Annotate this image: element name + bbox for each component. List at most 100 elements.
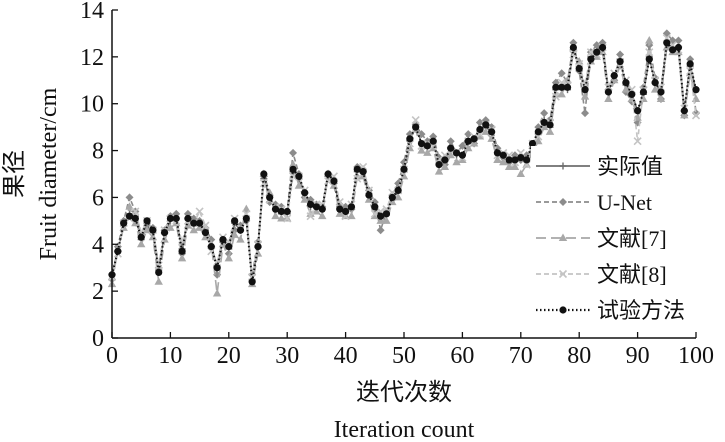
data-point bbox=[435, 161, 443, 169]
data-point bbox=[669, 46, 677, 54]
data-point bbox=[458, 151, 466, 159]
data-point bbox=[592, 52, 601, 60]
x-tick-label: 100 bbox=[678, 343, 714, 369]
data-point bbox=[575, 64, 583, 73]
data-point bbox=[301, 189, 309, 197]
data-point bbox=[394, 186, 402, 194]
data-point bbox=[324, 170, 332, 178]
data-point bbox=[482, 121, 490, 129]
data-point bbox=[534, 128, 542, 136]
data-point bbox=[236, 235, 245, 243]
data-point bbox=[680, 107, 688, 115]
data-point bbox=[260, 170, 268, 178]
series-line bbox=[111, 31, 697, 280]
data-point bbox=[645, 35, 654, 44]
data-point bbox=[452, 157, 461, 166]
data-point bbox=[277, 207, 285, 216]
data-point bbox=[680, 110, 689, 119]
data-point bbox=[248, 278, 256, 286]
legend-marker bbox=[558, 233, 568, 241]
data-point bbox=[195, 223, 204, 231]
data-point bbox=[587, 55, 595, 63]
data-point bbox=[149, 226, 157, 234]
legend-marker bbox=[559, 198, 567, 206]
data-point bbox=[622, 79, 630, 87]
data-point bbox=[312, 206, 321, 215]
legend-item: U-Net bbox=[536, 190, 652, 215]
data-point bbox=[160, 228, 169, 237]
data-point bbox=[230, 230, 239, 238]
y-axis-label-en: Fruit diameter/cm bbox=[36, 87, 62, 260]
data-point bbox=[242, 214, 250, 223]
data-point bbox=[196, 219, 204, 227]
y-tick-label: 14 bbox=[80, 0, 104, 24]
data-point bbox=[143, 217, 151, 225]
data-point bbox=[400, 165, 408, 173]
data-point bbox=[469, 139, 479, 147]
data-point bbox=[166, 223, 175, 231]
data-point bbox=[604, 88, 613, 96]
series-3 bbox=[107, 35, 701, 297]
legend-label: 文献[7] bbox=[597, 226, 667, 251]
data-point bbox=[516, 169, 525, 177]
data-point bbox=[295, 172, 303, 180]
data-point bbox=[154, 277, 163, 285]
data-point bbox=[271, 205, 280, 213]
data-point bbox=[429, 137, 437, 145]
data-point bbox=[488, 128, 496, 136]
data-point bbox=[499, 157, 508, 166]
data-point bbox=[318, 205, 326, 213]
data-point bbox=[125, 202, 134, 210]
data-point bbox=[417, 139, 426, 148]
data-point bbox=[639, 88, 648, 96]
data-point bbox=[288, 160, 298, 168]
x-tick-label: 10 bbox=[158, 343, 182, 369]
data-point bbox=[645, 48, 654, 57]
x-tick-label: 20 bbox=[217, 343, 241, 369]
data-point bbox=[686, 60, 694, 68]
data-point bbox=[289, 148, 298, 157]
data-point bbox=[131, 218, 140, 227]
data-point bbox=[365, 191, 373, 199]
data-point bbox=[377, 212, 385, 220]
data-point bbox=[335, 209, 344, 217]
data-point bbox=[464, 130, 473, 139]
x-tick-label: 70 bbox=[509, 343, 533, 369]
data-point bbox=[540, 118, 548, 127]
data-point bbox=[663, 39, 671, 47]
data-point bbox=[569, 43, 577, 52]
data-point bbox=[447, 144, 455, 152]
data-point bbox=[593, 48, 601, 56]
data-point bbox=[254, 243, 262, 251]
data-point bbox=[289, 165, 297, 173]
x-tick-label: 0 bbox=[106, 343, 118, 369]
data-point bbox=[440, 162, 450, 170]
data-point bbox=[212, 288, 222, 297]
data-point bbox=[195, 207, 204, 216]
legend-label: 文献[8] bbox=[597, 262, 667, 287]
x-axis-label-cn: 迭代次数 bbox=[356, 379, 452, 406]
data-point bbox=[423, 142, 431, 150]
data-point bbox=[546, 121, 554, 129]
data-point bbox=[563, 75, 572, 84]
legend-item: 实际值 bbox=[536, 154, 663, 179]
y-tick-label: 12 bbox=[80, 45, 104, 71]
data-point bbox=[359, 168, 367, 176]
legend-item: 文献[7] bbox=[536, 226, 667, 251]
data-point bbox=[552, 83, 560, 91]
data-point bbox=[142, 225, 152, 234]
data-point bbox=[393, 192, 403, 201]
data-point bbox=[283, 214, 292, 223]
data-point bbox=[137, 233, 145, 241]
legend-label: U-Net bbox=[597, 190, 652, 215]
data-point bbox=[674, 36, 683, 45]
data-point bbox=[137, 239, 146, 248]
data-point bbox=[580, 92, 590, 100]
data-point bbox=[621, 85, 631, 93]
legend-marker bbox=[559, 162, 567, 170]
data-point bbox=[342, 207, 350, 216]
data-point bbox=[353, 165, 361, 173]
data-point bbox=[634, 107, 642, 115]
x-tick-label: 50 bbox=[392, 343, 416, 369]
data-point bbox=[131, 214, 139, 223]
